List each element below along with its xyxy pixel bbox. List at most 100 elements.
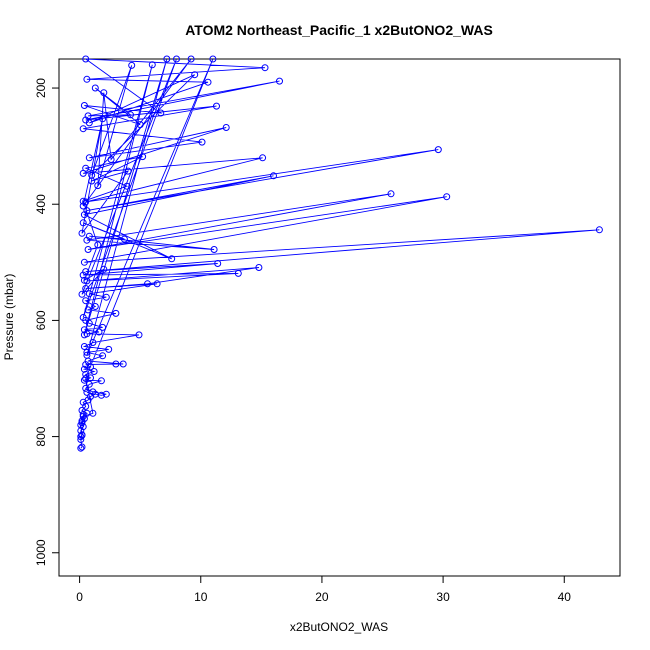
data-point [94, 182, 102, 190]
data-point [80, 102, 88, 109]
data-point [97, 391, 105, 399]
data-point [83, 75, 91, 83]
data-point [89, 388, 97, 396]
data-point [85, 154, 93, 162]
data-point [102, 390, 110, 398]
data-point [78, 229, 86, 237]
data-point [82, 297, 90, 305]
series-line [80, 58, 600, 449]
data-point [135, 331, 143, 339]
x-tick-label: 10 [194, 590, 208, 604]
x-tick-label: 30 [436, 590, 450, 604]
data-point [80, 343, 88, 350]
data-point [595, 226, 603, 234]
data-point [99, 323, 107, 331]
data-point [80, 365, 88, 373]
data-point [120, 235, 128, 243]
data-point [234, 269, 242, 277]
data-point [91, 84, 99, 92]
data-point [102, 293, 110, 301]
data-point [100, 89, 108, 97]
x-axis: 0 10 20 30 40 [76, 576, 571, 604]
data-point [79, 197, 87, 205]
chart-title: ATOM2 Northeast_Pacific_1 x2ButONO2_WAS [185, 22, 493, 38]
data-point [105, 345, 113, 353]
data-point [198, 138, 206, 146]
series-layer [77, 55, 603, 452]
data-point [77, 444, 85, 452]
x-tick-label: 40 [558, 590, 572, 604]
y-tick-label: 800 [34, 426, 48, 446]
data-point [99, 352, 107, 360]
data-point [119, 360, 127, 368]
data-point [168, 255, 176, 263]
data-point [85, 380, 93, 388]
data-point [387, 190, 395, 198]
data-point [77, 436, 85, 443]
data-point [83, 207, 91, 215]
data-point [85, 232, 93, 240]
data-point [83, 351, 91, 359]
data-point [144, 280, 151, 288]
data-point [82, 55, 90, 63]
data-point [88, 177, 96, 185]
data-point [84, 396, 92, 404]
y-tick-label: 1000 [34, 539, 48, 566]
data-point [163, 55, 171, 63]
data-point [443, 193, 451, 201]
x-axis-label: x2ButONO2_WAS [290, 620, 388, 634]
data-point [89, 339, 97, 346]
y-axis-label: Pressure (mbar) [2, 274, 16, 361]
data-point [112, 360, 120, 368]
data-point [128, 61, 136, 69]
data-point [79, 412, 87, 420]
data-point [82, 384, 90, 392]
data-point [157, 109, 165, 117]
y-tick-label: 200 [34, 78, 48, 98]
data-point [261, 64, 269, 72]
data-point [210, 246, 218, 253]
data-point [127, 111, 134, 119]
data-point [124, 167, 132, 175]
data-point [84, 306, 92, 314]
data-point [84, 112, 92, 120]
x-tick-label: 20 [315, 590, 329, 604]
data-point [78, 431, 86, 439]
data-point [87, 374, 94, 382]
data-point [78, 443, 86, 451]
data-point [136, 121, 144, 129]
data-point [187, 55, 195, 63]
data-point [259, 154, 267, 162]
data-point [85, 290, 93, 298]
data-point [84, 246, 92, 253]
data-point [112, 309, 120, 317]
data-point [82, 370, 90, 378]
data-point [214, 260, 222, 267]
data-point [434, 146, 442, 154]
data-point [276, 77, 283, 85]
data-point [123, 182, 131, 190]
data-point [148, 61, 156, 69]
data-point [191, 71, 199, 79]
data-point [82, 361, 90, 369]
data-point [80, 326, 88, 334]
data-point [90, 368, 98, 375]
data-point [209, 55, 217, 63]
data-point [80, 276, 88, 284]
data-point [99, 115, 107, 123]
data-point [222, 124, 230, 131]
data-point [78, 290, 86, 298]
data-point [270, 172, 277, 180]
y-tick-label: 400 [34, 194, 48, 214]
data-point [173, 55, 180, 63]
data-point [204, 78, 212, 86]
data-point [79, 219, 87, 227]
data-point [153, 280, 161, 288]
data-point [95, 328, 103, 336]
data-point [97, 377, 105, 385]
x-tick-label: 0 [76, 590, 83, 604]
data-point [77, 421, 85, 429]
data-point [83, 348, 91, 356]
data-point [80, 331, 88, 339]
